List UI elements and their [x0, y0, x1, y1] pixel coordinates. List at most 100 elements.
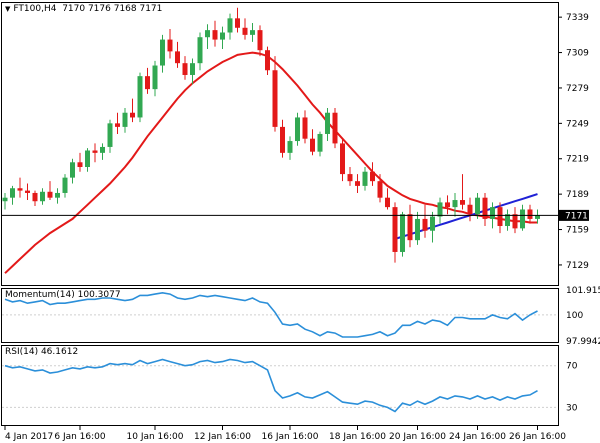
candle-bear [175, 51, 180, 64]
candle-bull [535, 215, 540, 219]
momentum-label: Momentum(14) 100.3077 [5, 290, 121, 300]
candle-bear [497, 207, 503, 227]
ohlc-values: 7170 7176 7168 7171 [62, 4, 163, 14]
last-price-box [559, 209, 589, 221]
rsi-label: RSI(14) 46.1612 [5, 347, 79, 357]
candle-bull [40, 191, 45, 202]
price-tick-label: 7189 [566, 190, 589, 200]
price-tick-label: 7339 [566, 13, 589, 23]
time-tick-label: 4 Jan 2017 [5, 432, 53, 442]
candle-bear [280, 126, 285, 153]
time-tick-label: 6 Jan 16:00 [54, 432, 106, 442]
candle-bull [362, 171, 368, 186]
candle-bull [520, 209, 525, 229]
candle-bull [2, 197, 8, 202]
candle-bull [220, 32, 225, 40]
time-tick-label: 20 Jan 16:00 [389, 432, 446, 442]
momentum-line-group [4, 291, 538, 338]
candle-bull [152, 65, 158, 90]
rsi-tick-label: 30 [566, 403, 578, 413]
candle-bull [197, 37, 203, 64]
candle-bear [92, 150, 98, 153]
candle-bear [392, 207, 398, 252]
candle-bear [370, 171, 375, 182]
candle-bull [205, 30, 210, 38]
candle-bull [287, 141, 293, 153]
candle-bull [62, 177, 68, 193]
price-panel-frame [1, 2, 559, 286]
candle-bull [452, 200, 458, 208]
candle-bull [295, 117, 300, 142]
candle-bear [47, 191, 53, 198]
candle-bear [115, 123, 120, 127]
last-price-badge: 7171 [559, 209, 589, 221]
candle-bull [505, 214, 510, 227]
candle-bull [317, 133, 323, 152]
candle-bear [340, 143, 345, 175]
candle-bear [182, 63, 188, 75]
momentum-panel-frame [1, 288, 559, 343]
price-tick-label: 7159 [566, 226, 589, 236]
candle-bear [17, 188, 23, 191]
price-axis-ticks: 7339 7309 7279 7249 7219 7189 7159 7129 [558, 13, 589, 271]
candle-bear [445, 202, 450, 208]
momentum-tick-label: 100 [566, 311, 583, 321]
price-tick-label: 7279 [566, 84, 589, 94]
last-price-label: 7171 [565, 211, 588, 221]
symbol-label: FT100,H4 [13, 4, 57, 14]
rsi-line-group [4, 358, 538, 413]
candle-bear [385, 197, 390, 208]
rsi-line [4, 358, 538, 413]
candle-bear [355, 181, 360, 186]
price-tick-label: 7219 [566, 155, 589, 165]
price-tick-label: 7129 [566, 261, 589, 271]
candle-bear [235, 18, 240, 28]
candle-bear [265, 50, 270, 71]
momentum-line [4, 291, 538, 338]
time-tick-label: 26 Jan 16:00 [509, 432, 566, 442]
rsi-panel-frame [1, 345, 559, 426]
rsi-tick-label: 70 [566, 362, 578, 372]
triangle-down-icon[interactable]: ▼ [5, 5, 11, 13]
candle-bull [490, 207, 495, 219]
candle-bear [145, 76, 150, 90]
candle-bear [257, 30, 263, 51]
time-tick-label: 10 Jan 16:00 [127, 432, 184, 442]
chart-header: ▼ FT100,H4 7170 7176 7168 7171 [5, 4, 162, 15]
moving-average-lines [4, 51, 538, 274]
candle-bear [460, 200, 465, 205]
candle-bear [302, 117, 308, 139]
time-tick-label: 12 Jan 16:00 [194, 432, 251, 442]
momentum-tick-label: 101.915 [566, 286, 600, 296]
candle-bull [55, 192, 60, 198]
candle-bear [272, 70, 278, 127]
candle-bear [77, 162, 83, 168]
candle-bear [482, 197, 488, 219]
candle-bull [160, 39, 165, 66]
time-axis-ticks: 4 Jan 2017 6 Jan 16:00 10 Jan 16:00 12 Jan … [4, 426, 566, 442]
candle-bull [227, 18, 233, 33]
candle-bull [137, 76, 143, 118]
candle-bull [250, 30, 255, 35]
candle-bear [512, 214, 518, 229]
candle-bull [100, 146, 105, 153]
candle-bear [310, 138, 315, 152]
candle-bear [377, 181, 383, 198]
candle-bear [407, 214, 413, 241]
candle-bear [332, 112, 338, 144]
candle-bull [430, 216, 435, 231]
candle-bull [437, 202, 443, 217]
time-tick-label: 24 Jan 16:00 [449, 432, 506, 442]
time-tick-label: 16 Jan 16:00 [262, 432, 319, 442]
candle-bull [325, 112, 330, 134]
rsi-gridlines [2, 365, 558, 408]
candle-bull [400, 214, 405, 252]
candle-bull [415, 218, 420, 241]
candle-bull [85, 150, 90, 168]
candle-bear [347, 174, 353, 182]
time-tick-label: 18 Jan 16:00 [329, 432, 386, 442]
momentum-axis-ticks: 101.915 100 97.9942 [566, 286, 600, 347]
candle-bear [467, 204, 473, 215]
candle-bull [190, 63, 195, 75]
